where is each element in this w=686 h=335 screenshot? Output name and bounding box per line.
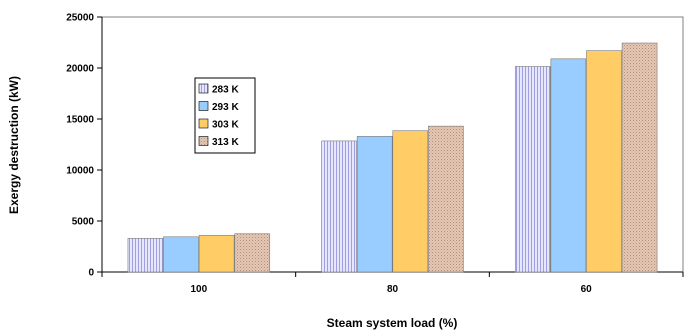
bar (356, 136, 393, 273)
legend-swatch (198, 118, 209, 129)
legend-label: 293 K (212, 102, 239, 113)
bar (321, 140, 357, 273)
y-tick-label: 20000 (66, 64, 94, 75)
y-tick-label: 25000 (66, 13, 94, 24)
bar (163, 236, 199, 273)
y-axis-title: Exergy destruction (kW) (7, 76, 21, 214)
bar (621, 42, 658, 273)
y-tick-label: 0 (88, 268, 94, 279)
x-axis-title: Steam system load (%) (327, 316, 458, 330)
y-axis: 0 5000 10000 15000 20000 25000 (66, 13, 103, 279)
x-tick-label: 60 (581, 284, 593, 295)
legend-swatch (198, 83, 209, 94)
legend-label: 283 K (212, 85, 239, 96)
bar (392, 130, 429, 273)
x-axis: 100 80 60 (101, 271, 684, 295)
legend-swatch (198, 101, 209, 111)
bar (514, 66, 551, 273)
x-tick-label: 80 (387, 284, 399, 295)
bar (428, 125, 464, 273)
bar (550, 58, 587, 273)
x-tick-label: 100 (190, 284, 207, 295)
legend-swatch (198, 136, 209, 146)
bar (586, 50, 622, 273)
bar (234, 233, 271, 273)
y-tick-label: 15000 (66, 115, 94, 126)
bar (198, 234, 235, 273)
legend-label: 313 K (212, 137, 239, 148)
bars (127, 42, 658, 273)
y-tick-label: 10000 (66, 166, 94, 177)
bar (127, 238, 164, 273)
y-tick-label: 5000 (72, 217, 95, 228)
legend-label: 303 K (212, 120, 239, 131)
legend: 283 K 293 K 303 K 313 K (194, 77, 256, 154)
